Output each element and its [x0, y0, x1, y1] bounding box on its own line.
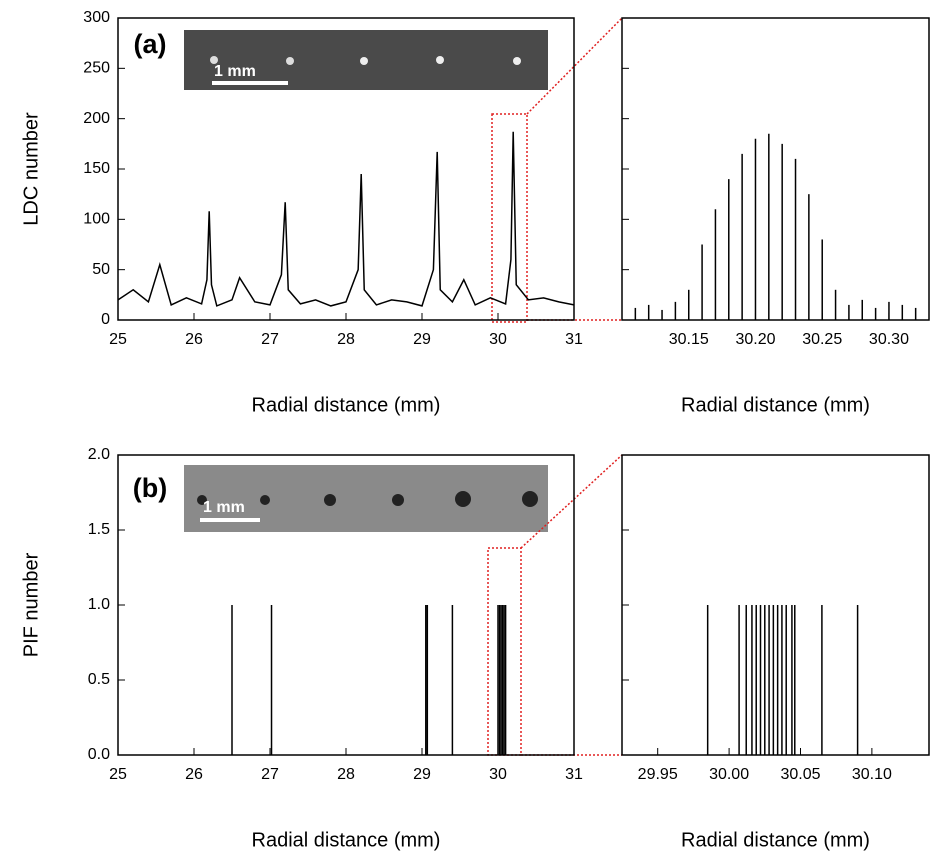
- y-tick-label: 250: [83, 60, 110, 77]
- plot-frame: [621, 17, 930, 321]
- panel: 25 26 27 28 29 30 31 0 50 100 150 200 250 300 Radial d…: [20, 9, 583, 416]
- y-tick-label: 1.0: [88, 596, 110, 613]
- y-axis-label: PIF number: [20, 552, 42, 657]
- zoom-guides: [487, 17, 623, 756]
- panel: 25 26 27 28 29 30 31 0.0 0.5 1.0 1.5 2.0 Radial dist…: [20, 446, 583, 851]
- y-axis-label: LDC number: [20, 112, 42, 226]
- panel-label: (b): [133, 473, 167, 503]
- panel: 30.15 30.20 30.25 30.30 Radial distance (mm): [621, 17, 930, 416]
- y-tick-label: 100: [83, 211, 110, 228]
- y-tick-label: 200: [83, 110, 110, 127]
- scale-bar-label: 1 mm: [214, 63, 256, 80]
- x-tick-label: 30: [489, 331, 507, 348]
- x-tick-label: 30.20: [735, 331, 775, 348]
- x-tick-label: 28: [337, 766, 355, 783]
- x-tick-label: 31: [565, 766, 583, 783]
- plot-frame: [621, 454, 930, 756]
- x-tick-label: 30.15: [669, 331, 709, 348]
- x-tick-label: 30.10: [852, 766, 892, 783]
- x-tick-label: 30.05: [780, 766, 820, 783]
- x-tick-label: 30.00: [709, 766, 749, 783]
- panel-label: (a): [134, 29, 167, 59]
- y-tick-label: 2.0: [88, 446, 110, 463]
- x-axis-label: Radial distance (mm): [681, 394, 870, 416]
- x-tick-label: 27: [261, 766, 279, 783]
- x-tick-label: 31: [565, 331, 583, 348]
- x-tick-label: 27: [261, 331, 279, 348]
- x-tick-label: 29: [413, 331, 431, 348]
- y-tick-label: 1.5: [88, 521, 110, 538]
- x-tick-label: 26: [185, 766, 203, 783]
- x-tick-label: 28: [337, 331, 355, 348]
- y-tick-label: 300: [83, 9, 110, 26]
- y-tick-label: 0.5: [88, 671, 110, 688]
- y-tick-label: 0.0: [88, 746, 110, 763]
- x-tick-label: 29: [413, 766, 431, 783]
- x-tick-label: 25: [109, 331, 127, 348]
- y-tick-label: 0: [101, 311, 110, 328]
- x-tick-label: 26: [185, 331, 203, 348]
- x-axis-label: Radial distance (mm): [252, 829, 441, 851]
- y-tick-label: 150: [83, 160, 110, 177]
- inset-a: [184, 30, 548, 90]
- x-tick-label: 29.95: [638, 766, 678, 783]
- x-tick-label: 25: [109, 766, 127, 783]
- scale-bar-label: 1 mm: [203, 499, 245, 516]
- x-tick-label: 30.25: [802, 331, 842, 348]
- x-axis-label: Radial distance (mm): [681, 829, 870, 851]
- panel: 29.95 30.00 30.05 30.10 Radial distance (mm): [621, 454, 930, 851]
- data-line: [117, 131, 575, 307]
- inset-b: [184, 465, 548, 532]
- x-tick-label: 30.30: [869, 331, 909, 348]
- y-tick-label: 50: [92, 261, 110, 278]
- x-axis-label: Radial distance (mm): [252, 394, 441, 416]
- x-tick-label: 30: [489, 766, 507, 783]
